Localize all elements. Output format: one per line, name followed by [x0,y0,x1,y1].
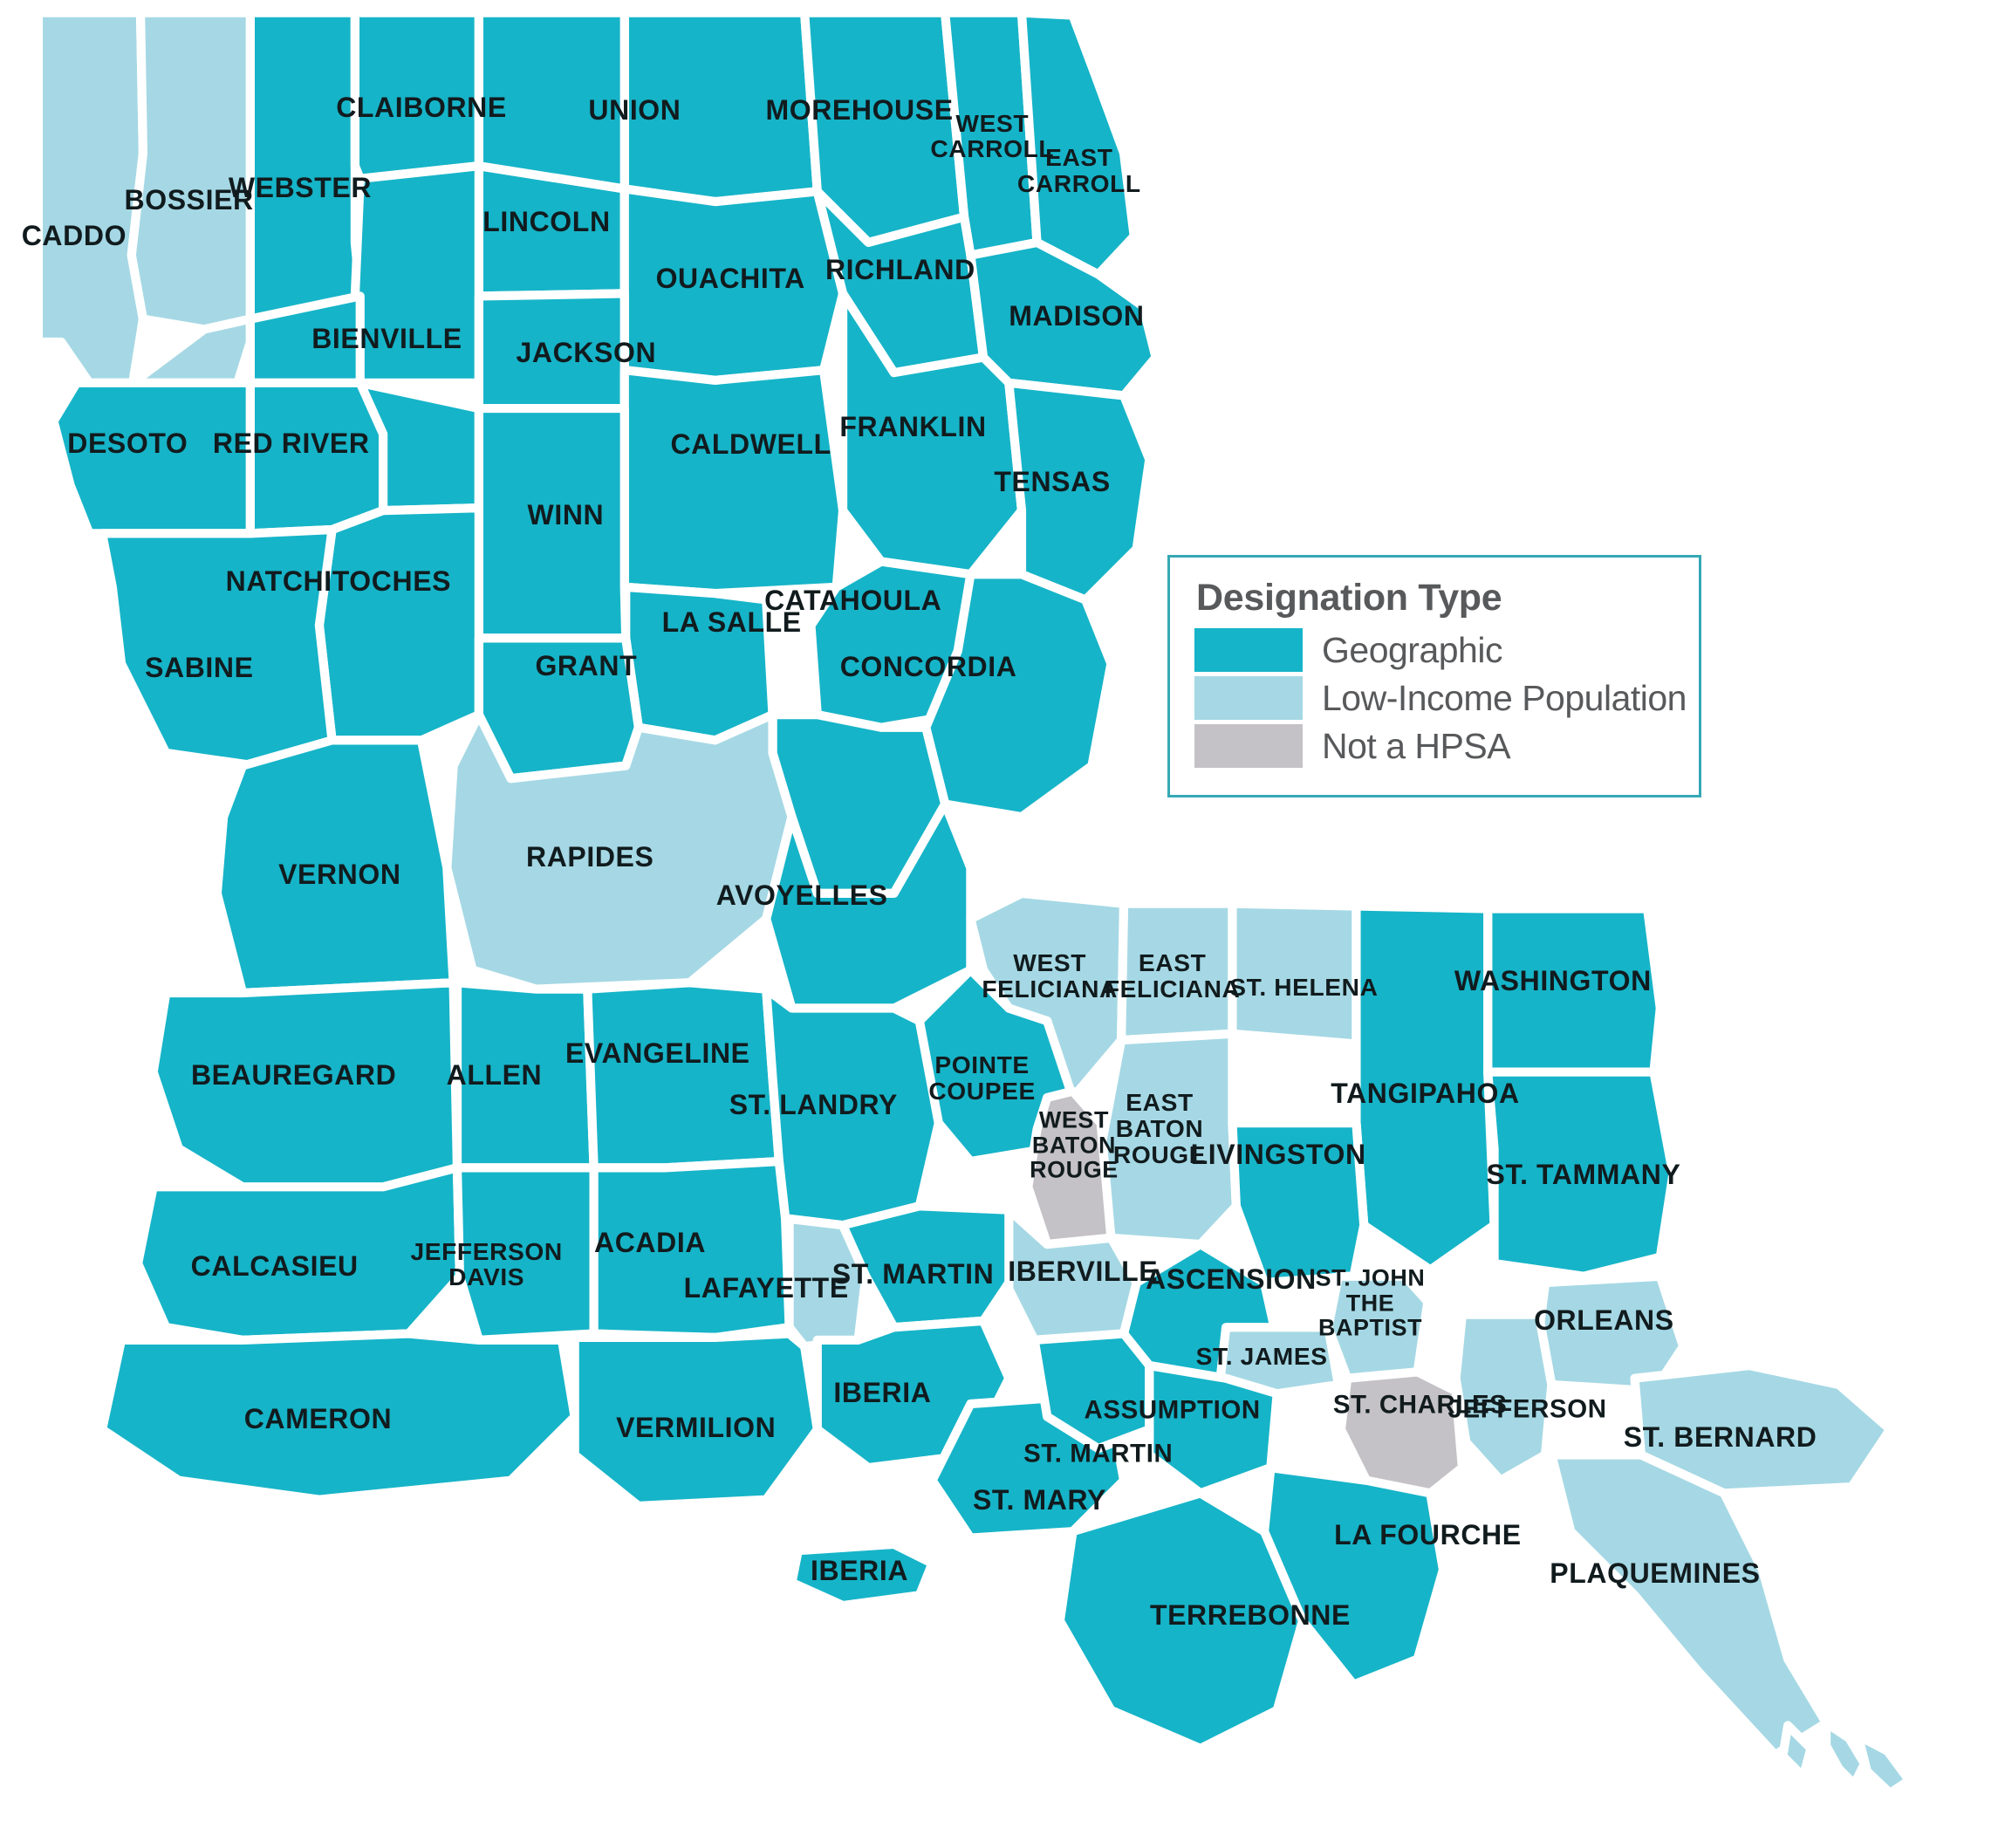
parish-evangeline[interactable] [583,978,784,1173]
parish-east-carroll[interactable] [1016,8,1139,279]
parish-st-tammany[interactable] [1483,1067,1678,1281]
parish-st-helena[interactable] [1228,899,1361,1049]
parish-union[interactable] [619,8,822,207]
parish-livingston[interactable] [1228,1119,1369,1288]
parish-calcasieu[interactable] [133,1163,465,1345]
parish-ouachita[interactable] [619,184,848,386]
parish-red-river[interactable] [245,378,388,538]
parish-tensas[interactable] [1004,378,1154,605]
parish-cameron[interactable] [97,1329,579,1504]
legend-swatch-low-income-population [1194,676,1303,720]
parish-concordia[interactable] [921,570,1116,822]
legend-item-geographic[interactable]: Geographic [1194,628,1674,672]
parish-assumption[interactable] [1145,1360,1282,1498]
legend-title: Designation Type [1196,577,1502,619]
parish-tangipahoa[interactable] [1351,901,1499,1275]
parish-east-feliciana[interactable] [1117,899,1237,1045]
legend-label-not-a-hpsa: Not a HPSA [1322,725,1511,766]
parish-jefferson-davis[interactable] [452,1163,599,1345]
parish-sabine[interactable] [97,524,337,770]
parish-jefferson[interactable] [1451,1310,1557,1485]
parish-desoto[interactable] [49,378,256,538]
parish-lincoln-upper[interactable] [474,8,629,194]
parish-beauregard[interactable] [148,978,462,1192]
parish-east-baton-rouge[interactable] [1096,1029,1241,1249]
parish-caldwell[interactable] [619,366,848,599]
parish-acadia[interactable] [589,1156,794,1343]
mississippi-delta-detail [1778,1718,1914,1798]
parish-terrebonne[interactable] [1055,1489,1308,1754]
legend-item-not-a-hpsa[interactable]: Not a HPSA [1194,724,1674,768]
parish-jackson[interactable] [474,289,629,414]
legend-swatch-geographic [1194,628,1303,672]
parish-natchitoches[interactable] [314,503,484,745]
parish-caddo[interactable] [33,8,148,387]
parish-plaquemines[interactable] [1547,1450,1831,1760]
legend-panel: Designation Type Geographic Low-Income P… [1167,555,1701,797]
parish-allen[interactable] [452,978,599,1173]
parish-bossier[interactable] [127,8,256,334]
parish-winn[interactable] [474,403,631,643]
parish-st-martin[interactable] [838,1201,1027,1332]
legend-label-low-income-population: Low-Income Population [1322,677,1687,718]
parish-iberia-island[interactable] [787,1539,937,1611]
parish-west-baton-rouge[interactable] [1023,1086,1116,1249]
parish-la-salle[interactable] [621,582,777,745]
parish-shapes-group [33,8,1895,1760]
parish-st-charles[interactable] [1336,1367,1468,1498]
parish-washington[interactable] [1483,904,1665,1077]
parish-vernon[interactable] [212,736,458,998]
legend-swatch-not-a-hpsa [1194,724,1303,768]
legend-item-low-income-population[interactable]: Low-Income Population [1194,676,1687,720]
parish-bienville[interactable] [350,161,484,387]
parish-st-john[interactable] [1324,1271,1433,1383]
parish-st-landry[interactable] [762,984,943,1230]
parish-webster[interactable] [245,8,365,324]
parish-vermilion[interactable] [570,1329,822,1511]
parish-claiborne[interactable] [350,8,484,183]
legend-label-geographic: Geographic [1322,629,1502,670]
